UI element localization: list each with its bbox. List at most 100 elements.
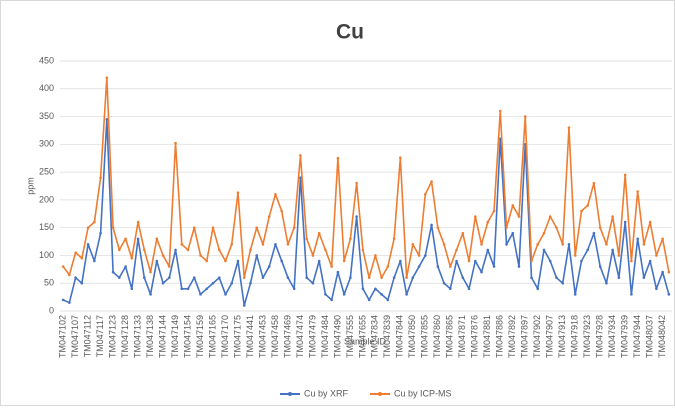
point-marker xyxy=(99,231,102,235)
point-marker xyxy=(630,293,633,296)
point-marker xyxy=(473,215,477,218)
x-tick-label: TM047133 xyxy=(132,315,142,358)
point-marker xyxy=(180,243,184,246)
x-tick-label: TM047138 xyxy=(145,315,155,358)
point-marker xyxy=(86,243,90,246)
y-tick-label: 100 xyxy=(39,250,54,260)
legend-label: Cu by XRF xyxy=(304,388,349,398)
point-marker xyxy=(99,176,102,179)
point-marker xyxy=(561,281,565,285)
point-marker xyxy=(355,181,358,185)
x-tick-label: TM047876 xyxy=(470,315,480,358)
point-marker xyxy=(355,215,358,218)
point-marker xyxy=(261,243,265,246)
point-marker xyxy=(555,276,558,279)
x-tick-label: TM047170 xyxy=(220,315,230,358)
point-marker xyxy=(136,237,140,241)
point-marker xyxy=(442,243,446,246)
x-tick-label: TM047117 xyxy=(95,315,105,357)
point-marker xyxy=(105,76,109,79)
point-marker xyxy=(536,243,540,246)
point-marker xyxy=(380,293,383,296)
point-marker xyxy=(280,259,283,263)
point-marker xyxy=(249,248,252,252)
point-marker xyxy=(336,156,340,160)
point-marker xyxy=(186,248,190,252)
point-marker xyxy=(611,215,614,218)
point-marker xyxy=(317,259,321,263)
point-marker xyxy=(399,259,402,263)
point-marker xyxy=(205,259,209,263)
point-marker xyxy=(224,259,227,263)
point-marker xyxy=(573,254,577,257)
point-marker xyxy=(161,281,165,285)
x-tick-label: TM047907 xyxy=(545,315,555,358)
point-marker xyxy=(548,259,552,263)
point-marker xyxy=(617,276,621,279)
y-tick-label: 400 xyxy=(39,83,54,93)
point-marker xyxy=(199,254,202,257)
x-tick-label: TM047165 xyxy=(207,315,217,358)
point-marker xyxy=(455,259,458,263)
point-marker xyxy=(580,259,583,263)
point-marker xyxy=(211,281,215,285)
point-marker xyxy=(386,298,390,302)
point-marker xyxy=(436,265,440,268)
point-marker xyxy=(342,259,346,263)
point-marker xyxy=(311,254,315,257)
point-marker xyxy=(517,265,521,268)
point-marker xyxy=(605,243,608,246)
x-tick-label: TM047479 xyxy=(307,315,317,358)
point-marker xyxy=(192,276,196,279)
point-marker xyxy=(636,237,639,241)
point-marker xyxy=(480,270,483,274)
point-marker xyxy=(530,259,533,263)
x-tick-label: TM047159 xyxy=(195,315,205,358)
point-marker xyxy=(411,243,415,246)
point-marker xyxy=(424,193,427,196)
y-tick-label: 300 xyxy=(39,139,54,149)
point-marker xyxy=(405,276,408,279)
x-tick-label: TM047865 xyxy=(445,315,455,358)
point-marker xyxy=(449,287,452,291)
x-tick-label: TM047555 xyxy=(345,315,355,358)
point-marker xyxy=(167,265,171,268)
point-marker xyxy=(586,248,589,252)
point-marker xyxy=(230,243,234,246)
x-axis-label: Sample ID xyxy=(344,336,387,346)
point-marker xyxy=(455,248,458,252)
point-marker xyxy=(274,243,277,246)
point-marker xyxy=(436,226,440,229)
point-marker xyxy=(111,226,115,229)
point-marker xyxy=(205,287,209,291)
point-marker xyxy=(411,276,415,279)
point-marker xyxy=(299,154,302,157)
point-marker xyxy=(492,265,496,268)
point-marker xyxy=(349,276,352,279)
legend-marker xyxy=(378,392,382,396)
y-tick-label: 250 xyxy=(39,166,54,176)
x-tick-label: TM047144 xyxy=(157,315,167,358)
point-marker xyxy=(93,220,96,224)
point-marker xyxy=(586,204,589,207)
point-marker xyxy=(74,276,77,279)
x-tick-label: TM047928 xyxy=(595,315,605,358)
series-line xyxy=(62,76,670,279)
point-marker xyxy=(149,293,152,296)
x-tick-label: TM047934 xyxy=(607,315,617,358)
point-marker xyxy=(74,251,77,254)
point-marker xyxy=(567,126,571,129)
point-marker xyxy=(118,276,121,279)
point-marker xyxy=(143,276,146,279)
x-tick-label: TM047871 xyxy=(457,315,467,358)
y-tick-label: 200 xyxy=(39,194,54,204)
point-marker xyxy=(580,209,583,213)
point-marker xyxy=(311,281,315,285)
point-marker xyxy=(330,265,333,268)
point-marker xyxy=(124,237,127,241)
point-marker xyxy=(292,287,296,291)
point-marker xyxy=(642,243,646,246)
point-marker xyxy=(598,265,602,268)
x-tick-label: TM047175 xyxy=(232,315,242,358)
point-marker xyxy=(661,270,664,274)
